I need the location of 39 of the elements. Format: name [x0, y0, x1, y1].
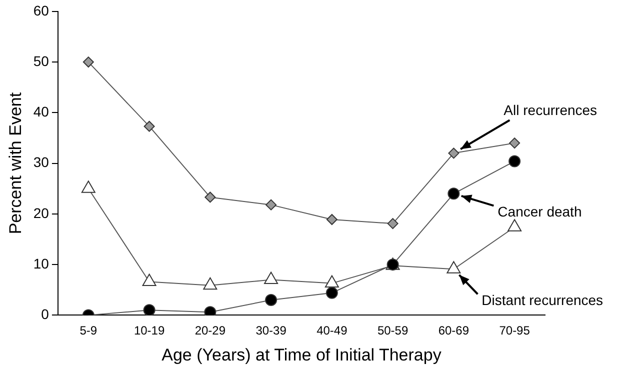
point: [508, 155, 521, 168]
point: [387, 218, 398, 230]
point: [143, 304, 156, 316]
annotation: All recurrences: [504, 102, 598, 118]
point: [448, 188, 460, 200]
x-tick-label: 30-39: [256, 324, 287, 338]
x-tick-label: 60-69: [438, 324, 470, 338]
y-axis-title: Percent with Event: [6, 92, 25, 234]
y-tick-label: 0: [41, 306, 50, 322]
point: [448, 148, 460, 159]
x-tick-label: 5-9: [80, 324, 98, 338]
x-tick-label: 70-95: [499, 324, 530, 338]
x-tick-label: 40-49: [316, 324, 348, 338]
point: [142, 274, 156, 286]
y-tick-label: 20: [33, 204, 50, 221]
point: [203, 277, 218, 290]
point: [446, 261, 461, 274]
y-tick-label: 30: [33, 154, 50, 170]
point: [326, 214, 338, 226]
annotation: Cancer death: [498, 204, 582, 220]
point: [144, 120, 155, 132]
y-tick-label: 40: [33, 104, 50, 120]
point: [265, 294, 278, 306]
point: [82, 56, 94, 68]
x-tick-label: 50-59: [377, 324, 408, 338]
y-tick-label: 10: [33, 255, 50, 272]
point: [324, 275, 339, 288]
x-axis-title: Age (Years) at Time of Initial Therapy: [162, 345, 442, 364]
x-tick-label: 10-19: [134, 324, 165, 338]
point: [264, 272, 278, 284]
point: [508, 219, 522, 232]
point: [266, 199, 277, 210]
x-tick-label: 20-29: [194, 324, 226, 338]
annotation: Distant recurrences: [482, 292, 604, 308]
y-tick-label: 60: [33, 2, 50, 18]
point: [326, 286, 338, 299]
y-tick-label: 50: [33, 52, 50, 69]
point: [509, 138, 520, 149]
point: [204, 192, 216, 203]
